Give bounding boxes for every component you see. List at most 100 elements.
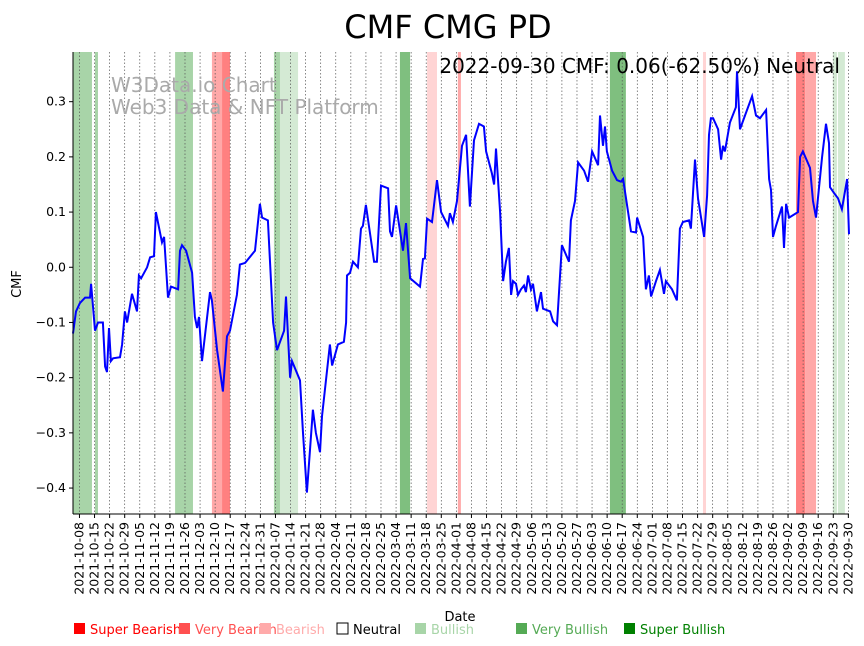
x-tick-label: 2022-07-01: [644, 522, 659, 595]
x-tick-label: 2022-02-25: [373, 522, 388, 595]
x-tick-label: 2022-07-08: [659, 522, 674, 595]
band-super-bearish: [222, 52, 231, 514]
x-tick-label: 2021-10-15: [87, 522, 102, 595]
legend-swatch-bearish: [260, 623, 271, 634]
x-tick-label: 2022-04-01: [448, 522, 463, 595]
legend-swatch-very-bearish: [179, 623, 190, 634]
y-tick-label: 0.3: [46, 94, 66, 109]
band-bullish: [838, 52, 845, 514]
x-tick-label: 2022-05-06: [524, 522, 539, 595]
watermark-line-2: Web3 Data & NFT Platform: [111, 95, 379, 119]
legend: Super Bearish Very Bearish Bearish Neutral B…: [74, 622, 725, 638]
x-tick-label: 2022-05-13: [539, 522, 554, 595]
band-super-bearish: [796, 52, 806, 514]
y-tick-label: 0.2: [46, 149, 66, 164]
x-tick-label: 2022-07-22: [690, 522, 705, 595]
x-tick-label: 2021-12-17: [222, 522, 237, 595]
x-tick-label: 2021-12-31: [252, 522, 267, 595]
x-tick-label: 2022-04-08: [463, 522, 478, 595]
band-very-bullish: [94, 52, 98, 514]
y-tick-label: −0.3: [36, 425, 66, 440]
legend-label: Neutral: [353, 623, 401, 638]
band-bullish: [279, 52, 299, 514]
band-very-bearish: [805, 52, 817, 514]
cmf-line: [72, 71, 850, 493]
legend-label: Super Bearish: [90, 623, 181, 638]
y-tick-label: 0.0: [46, 259, 66, 274]
legend-swatch-neutral: [336, 622, 349, 635]
x-tick-label: 2022-01-07: [267, 522, 282, 595]
legend-swatch-bullish: [415, 623, 426, 634]
watermark-line-1: W3Data.io Chart: [111, 73, 277, 97]
axes: 2021-10-08 2021-10-15 2021-10-22 2021-10-29…: [36, 52, 855, 595]
x-tick-label: 2021-11-12: [147, 522, 162, 595]
band-bearish: [702, 52, 706, 514]
x-tick-label: 2022-07-15: [675, 522, 690, 595]
x-tick-label: 2022-05-20: [554, 522, 569, 595]
x-tick-label: 2022-01-14: [283, 522, 298, 595]
x-tick-label: 2021-11-26: [177, 522, 192, 595]
y-tick-label: −0.1: [36, 314, 66, 329]
x-tick-label: 2022-09-23: [825, 522, 840, 595]
band-very-bearish: [211, 52, 223, 514]
legend-swatch-very-bullish: [516, 623, 527, 634]
x-tick-label: 2022-07-29: [705, 522, 720, 595]
x-tick-label: 2022-02-18: [358, 522, 373, 595]
chart-title: CMF CMG PD: [344, 8, 551, 46]
x-tick-label: 2022-04-22: [494, 522, 509, 595]
x-tick-label: 2021-10-29: [117, 522, 132, 595]
x-tick-label: 2022-09-02: [780, 522, 795, 595]
y-tick-label: 0.1: [46, 204, 66, 219]
x-tick-label: 2022-01-28: [313, 522, 328, 595]
x-axis-label: Date: [444, 610, 475, 625]
legend-swatch-super-bearish: [74, 623, 85, 634]
legend-label: Super Bullish: [640, 623, 725, 638]
x-tick-label: 2022-06-24: [629, 522, 644, 595]
legend-label: Bullish: [431, 623, 474, 638]
x-tick-label: 2022-05-27: [569, 522, 584, 595]
legend-label: Very Bearish: [195, 623, 277, 638]
legend-label: Very Bullish: [532, 623, 608, 638]
x-tick-label: 2022-08-26: [765, 522, 780, 595]
y-axis-label: CMF: [10, 270, 25, 298]
x-tick-label: 2022-03-04: [388, 522, 403, 595]
band-very-bullish: [175, 52, 193, 514]
x-tick-label: 2022-03-11: [403, 522, 418, 595]
x-tick-label: 2022-08-12: [735, 522, 750, 595]
x-tick-label: 2022-09-09: [795, 522, 810, 595]
x-tick-label: 2022-02-04: [328, 522, 343, 595]
band-super-bullish: [609, 52, 626, 514]
x-tick-label: 2022-04-15: [479, 522, 494, 595]
band-bullish: [832, 52, 837, 514]
band-very-bullish: [73, 52, 92, 514]
y-tick-label: −0.4: [36, 480, 66, 495]
band-very-bearish: [457, 52, 461, 514]
x-tick-label: 2021-11-05: [132, 522, 147, 595]
x-tick-label: 2021-11-19: [162, 522, 177, 595]
vertical-grid: [79, 52, 849, 514]
sentiment-bands: [73, 52, 845, 514]
legend-swatch-super-bullish: [624, 623, 635, 634]
x-tick-label: 2022-09-16: [810, 522, 825, 595]
x-tick-label: 2022-06-10: [599, 522, 614, 595]
latest-annotation: 2022-09-30 CMF: 0.06(-62.50%) Neutral: [439, 54, 840, 78]
x-tick-label: 2022-08-05: [720, 522, 735, 595]
band-super-bullish: [399, 52, 411, 514]
x-tick-label: 2022-01-21: [298, 522, 313, 595]
x-tick-label: 2022-03-18: [418, 522, 433, 595]
x-tick-label: 2021-10-22: [102, 522, 117, 595]
band-bearish: [427, 52, 437, 514]
x-tick-label: 2021-10-08: [71, 522, 86, 595]
x-tick-label: 2022-06-17: [614, 522, 629, 595]
x-tick-label: 2022-02-11: [343, 522, 358, 595]
x-tick-label: 2022-06-03: [584, 522, 599, 595]
x-tick-label: 2021-12-24: [237, 522, 252, 595]
x-tick-label: 2022-08-19: [750, 522, 765, 595]
legend-label: Bearish: [276, 623, 325, 638]
x-tick-label: 2022-04-29: [509, 522, 524, 595]
band-very-bullish: [273, 52, 280, 514]
x-tick-label: 2022-09-30: [840, 522, 855, 595]
x-tick-label: 2021-12-03: [192, 522, 207, 595]
x-tick-label: 2022-03-25: [433, 522, 448, 595]
